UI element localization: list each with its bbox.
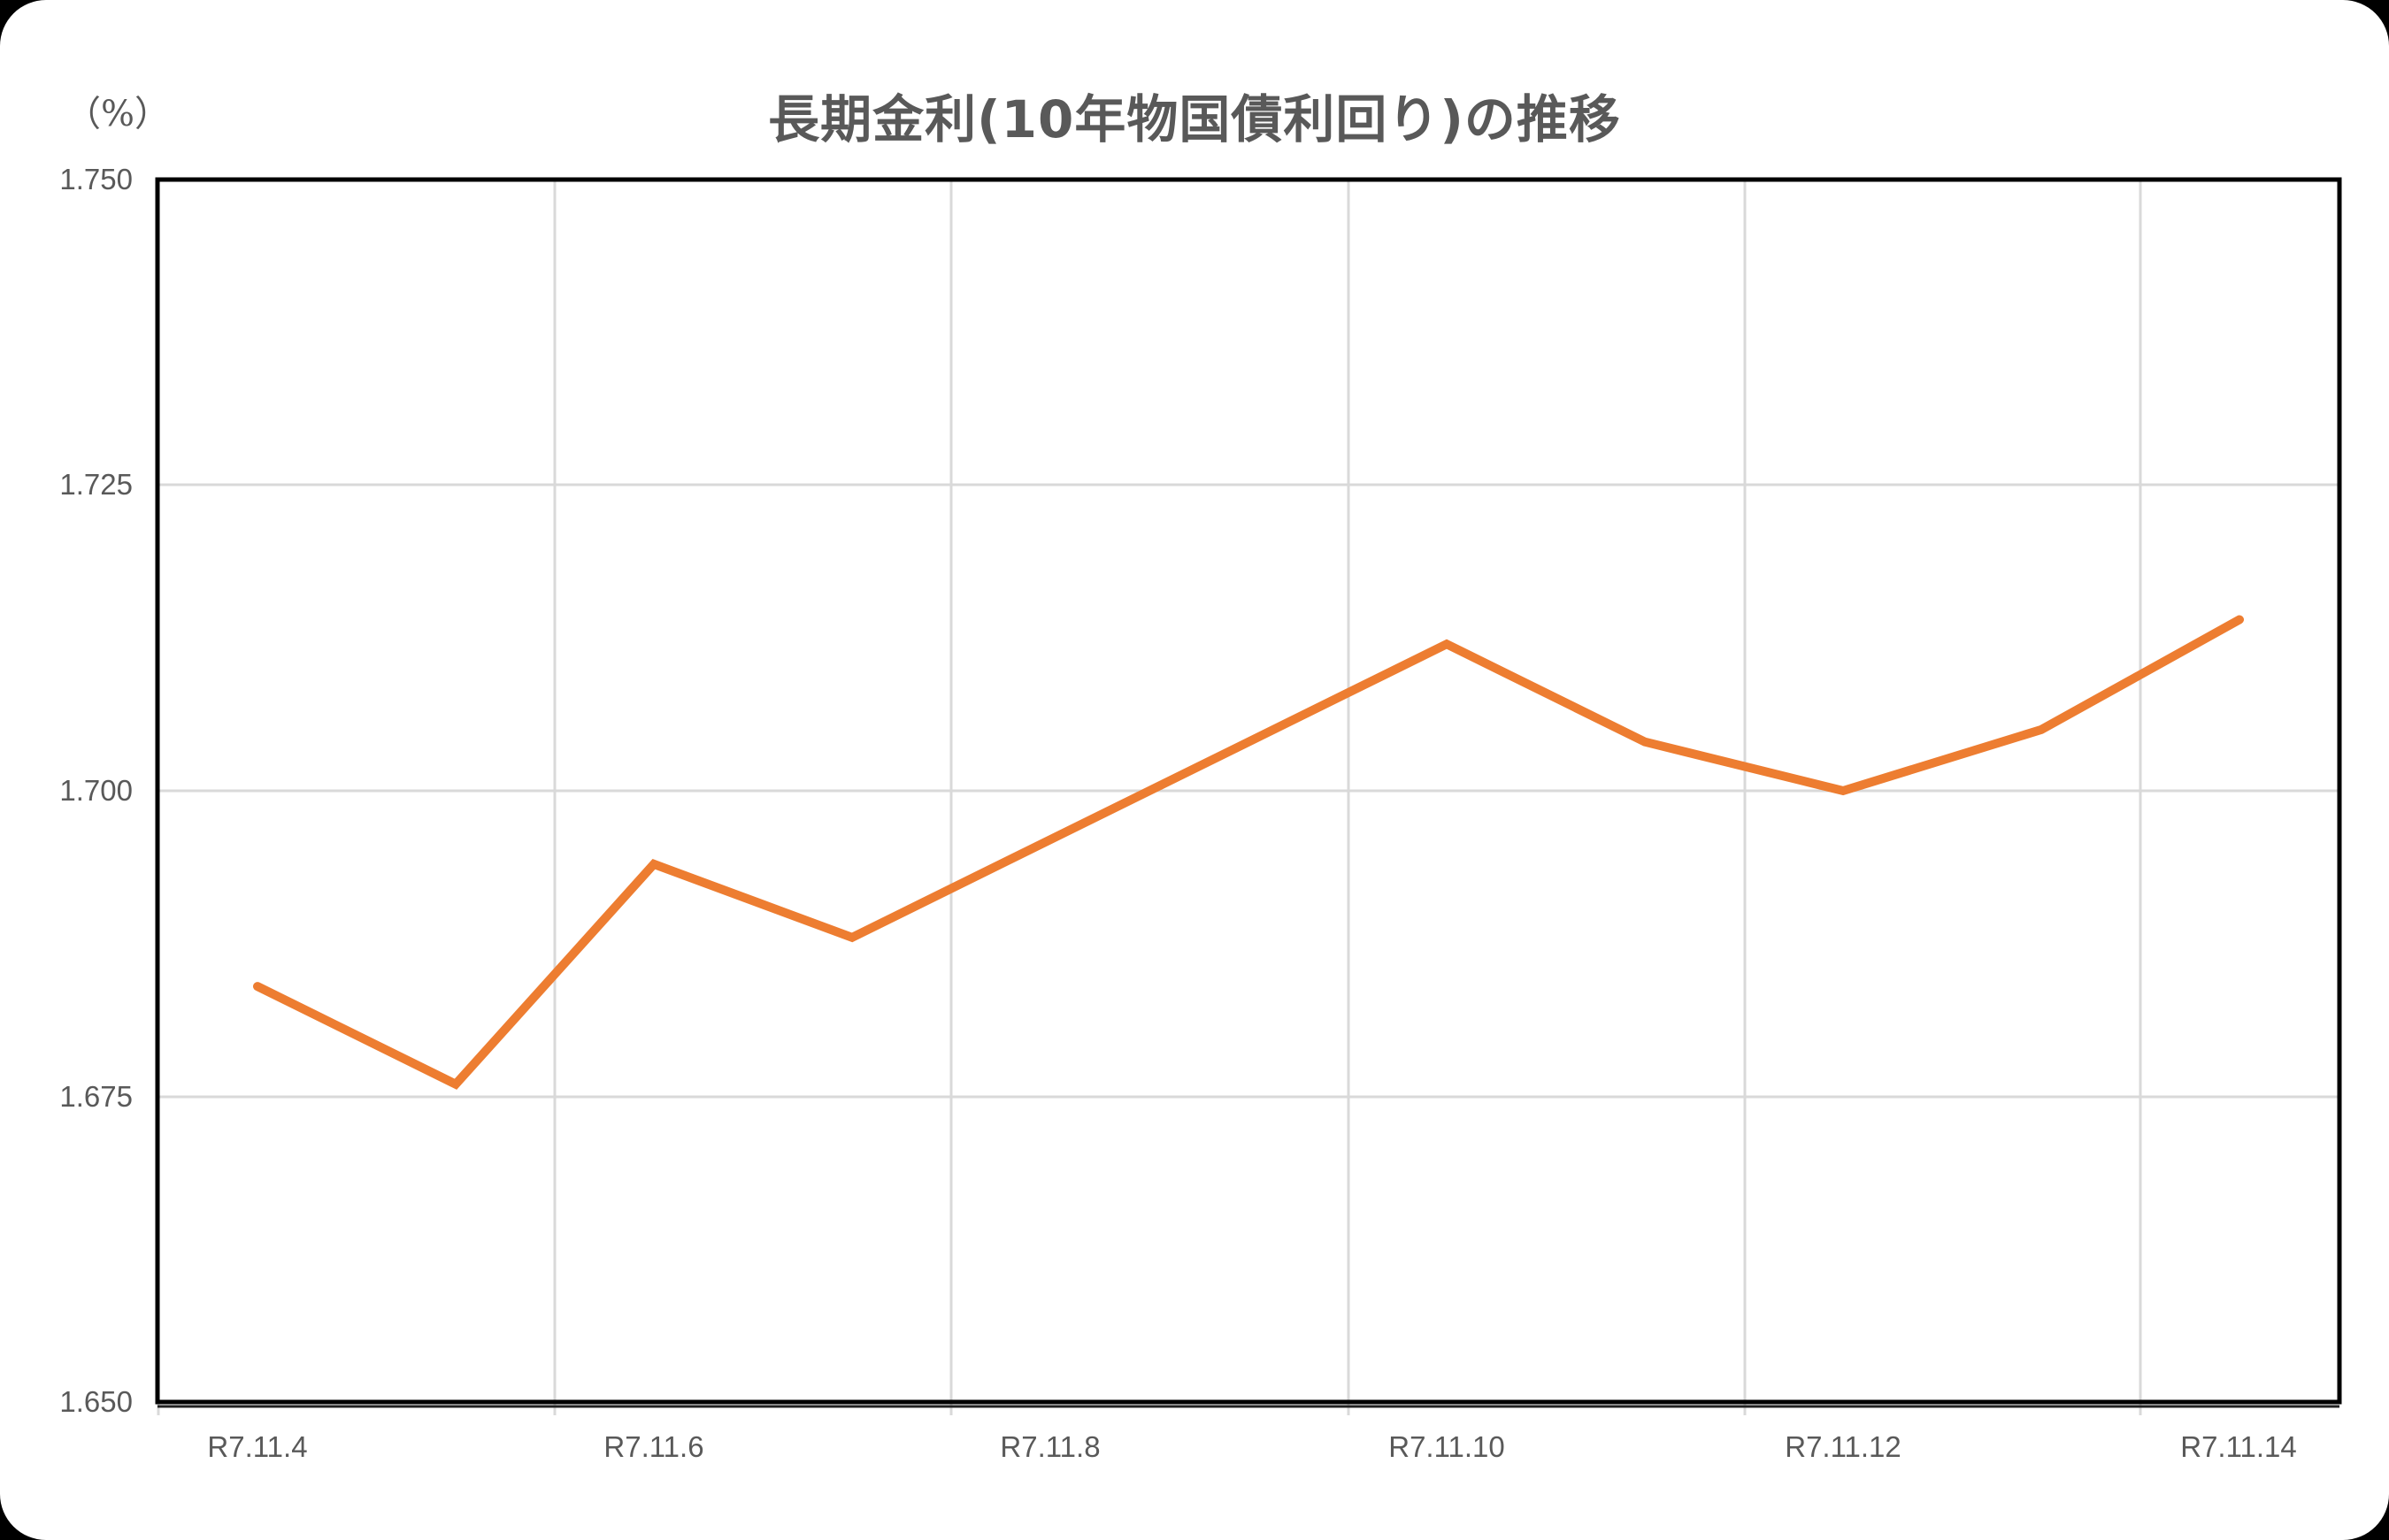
plot-border xyxy=(155,177,2342,1405)
x-tick-label: R7.11.12 xyxy=(1785,1430,1901,1463)
y-tick-label: 1.725 xyxy=(59,468,133,501)
y-tick-label: 1.700 xyxy=(59,774,133,807)
y-tick-label: 1.650 xyxy=(59,1385,133,1418)
x-tick-label: R7.11.10 xyxy=(1388,1430,1505,1463)
y-tick-label: 1.675 xyxy=(59,1080,133,1113)
x-tick-label: R7.11.4 xyxy=(207,1430,308,1463)
grid-lines xyxy=(157,180,2339,1415)
yield-line xyxy=(253,615,2244,1090)
x-tick-label: R7.11.6 xyxy=(603,1430,704,1463)
x-tick-label: R7.11.8 xyxy=(1000,1430,1101,1463)
y-axis-unit-label: （%） xyxy=(65,94,171,134)
x-tick-label: R7.11.14 xyxy=(2180,1430,2297,1463)
y-tick-label: 1.750 xyxy=(59,163,133,195)
chart-title: 長期金利(10年物国債利回り)の推移 xyxy=(768,89,1621,149)
